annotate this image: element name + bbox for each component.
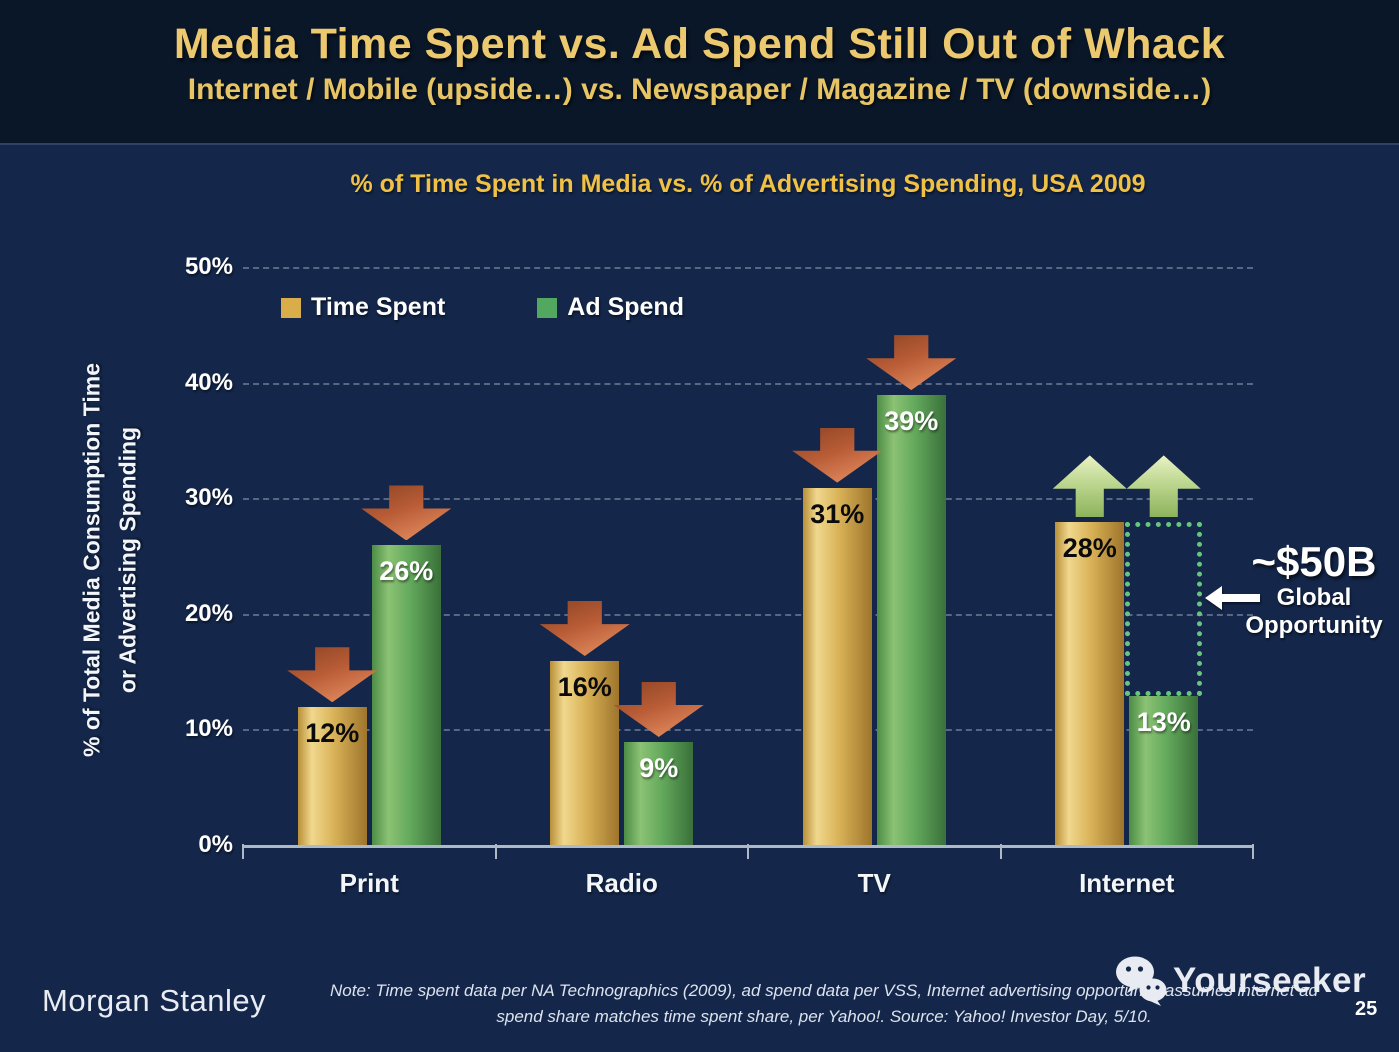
category-label: TV <box>857 868 891 898</box>
page-number: 25 <box>1355 998 1378 1020</box>
bar-value-label: 16% <box>557 672 612 703</box>
opportunity-box <box>1125 522 1203 696</box>
source-note-line2: spend share matches time spent share, pe… <box>496 1006 1152 1026</box>
left-arrow-shaft <box>1222 594 1260 602</box>
axis-tick <box>999 844 1002 859</box>
bar-value-label: 9% <box>639 752 679 783</box>
legend-label: Ad Spend <box>567 293 684 321</box>
gridline <box>243 267 1253 269</box>
up-arrow-icon <box>1052 455 1127 518</box>
y-tick-label: 40% <box>184 368 233 396</box>
ad-spend-swatch-icon <box>537 297 558 318</box>
legend-item-time-spent: Time Spent <box>281 293 445 322</box>
bar-time-spent-radio: 16% <box>550 661 620 846</box>
bar-time-spent-print: 12% <box>297 707 367 846</box>
category-label: Radio <box>585 868 658 898</box>
slide-subtitle: Internet / Mobile (upside…) vs. Newspape… <box>187 73 1212 106</box>
bar-ad-spend-print: 26% <box>371 545 441 846</box>
bar-time-spent-internet: 28% <box>1055 522 1125 846</box>
left-arrow-head <box>1205 586 1222 610</box>
watermark-text: Yourseeker <box>1173 961 1367 1000</box>
bar-value-label: 39% <box>884 406 939 437</box>
gridline <box>243 613 1253 616</box>
bar-value-label: 28% <box>1062 533 1117 564</box>
down-arrow-icon <box>287 647 378 703</box>
opportunity-label-line2: Opportunity <box>1245 611 1383 639</box>
watermark: Yourseeker <box>1113 955 1366 1007</box>
slide-title: Media Time Spent vs. Ad Spend Still Out … <box>173 20 1226 68</box>
opportunity-label-line1: Global <box>1276 584 1352 612</box>
y-tick-label: 0% <box>198 831 233 858</box>
chart-title: % of Time Spent in Media vs. % of Advert… <box>350 170 1146 198</box>
bar-ad-spend-tv: 39% <box>876 395 946 846</box>
gridline <box>243 498 1253 501</box>
y-tick-label: 50% <box>184 253 233 280</box>
legend: Time Spent Ad Spend <box>281 293 684 322</box>
down-arrow-icon <box>539 601 630 657</box>
y-tick-label: 30% <box>184 484 233 512</box>
bar-value-label: 13% <box>1136 706 1191 737</box>
category-label: Internet <box>1079 868 1175 898</box>
down-arrow-icon <box>792 427 883 483</box>
up-arrow-icon <box>1126 455 1201 518</box>
down-arrow-icon <box>361 485 452 541</box>
axis-tick <box>494 844 497 859</box>
bar-value-label: 31% <box>810 498 865 529</box>
header: Media Time Spent vs. Ad Spend Still Out … <box>0 0 1399 145</box>
bar-time-spent-tv: 31% <box>802 487 872 846</box>
gridline <box>243 729 1253 732</box>
morgan-stanley-logo: Morgan Stanley <box>42 983 267 1018</box>
legend-item-ad-spend: Ad Spend <box>537 293 684 322</box>
source-note-line1: Note: Time spent data per NA Technograph… <box>329 981 1318 1000</box>
y-tick-label: 10% <box>184 715 233 743</box>
bar-value-label: 26% <box>379 556 434 587</box>
wechat-icon <box>1116 956 1167 1006</box>
gridline <box>243 382 1253 385</box>
source-note: Note: Time spent data per NA Technograph… <box>300 978 1348 1029</box>
opportunity-callout: ~$50B Global Opportunity <box>1236 538 1392 639</box>
legend-label: Time Spent <box>311 293 446 321</box>
y-tick-label: 20% <box>184 599 233 627</box>
bar-ad-spend-internet: 13% <box>1129 695 1199 846</box>
bar-value-label: 12% <box>305 718 360 749</box>
axis-tick <box>1252 844 1254 859</box>
bar-ad-spend-radio: 9% <box>624 741 694 846</box>
opportunity-value: ~$50B <box>1251 538 1377 585</box>
time-spent-swatch-icon <box>281 297 301 318</box>
axis-tick <box>242 844 244 859</box>
left-arrow-icon <box>1205 586 1261 610</box>
category-label: Print <box>339 868 399 898</box>
axis-tick <box>747 844 749 859</box>
